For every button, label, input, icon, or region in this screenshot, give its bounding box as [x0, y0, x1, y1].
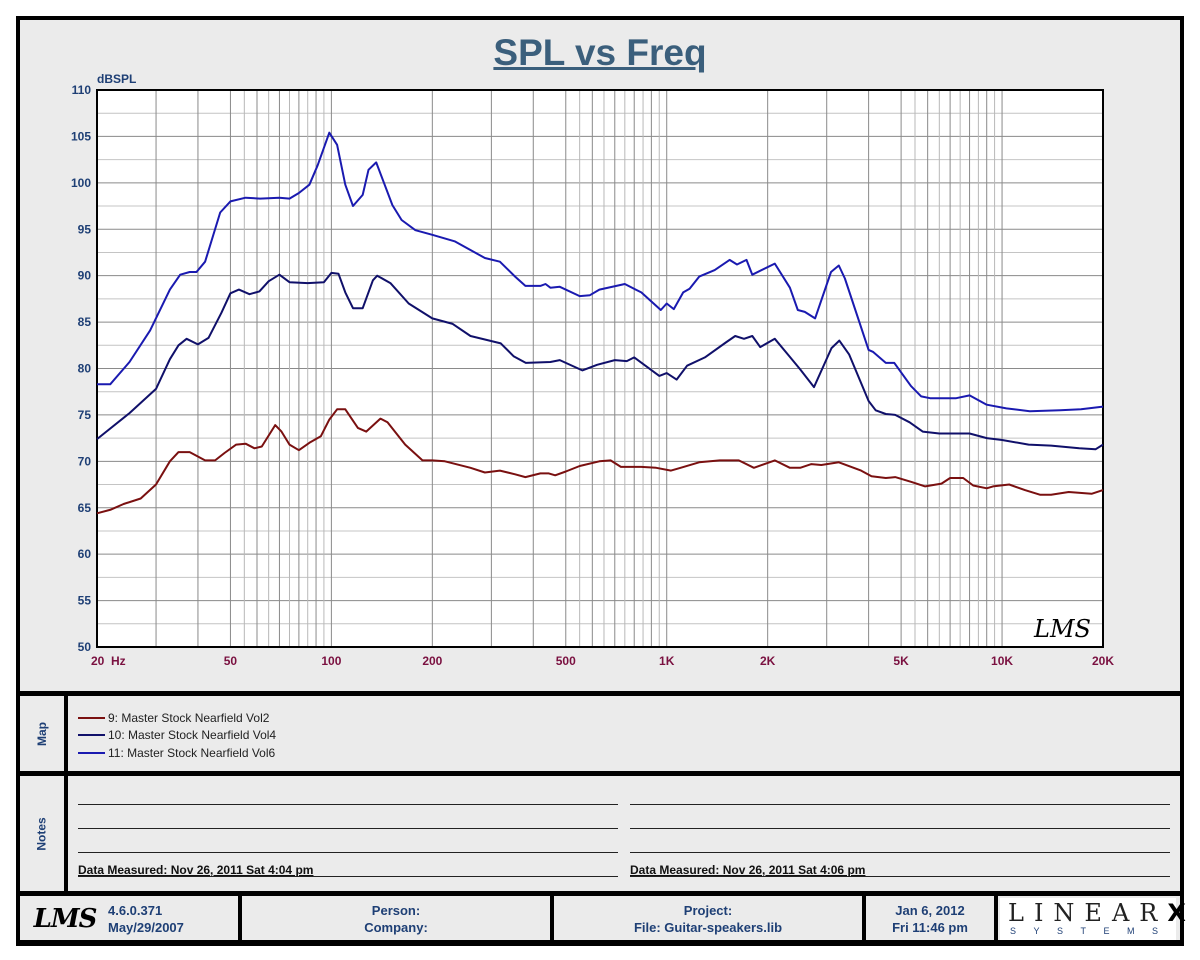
- map-side-label: Map: [20, 696, 64, 772]
- y-tick-label: 65: [78, 501, 92, 515]
- x-tick-label: 500: [556, 654, 576, 668]
- divider: [64, 696, 68, 772]
- data-measured-left: Data Measured: Nov 26, 2011 Sat 4:04 pm: [78, 863, 314, 877]
- legend-item: 9: Master Stock Nearfield Vol2: [78, 709, 276, 727]
- legend-swatch: [78, 716, 105, 719]
- legend: 9: Master Stock Nearfield Vol2 10: Master…: [78, 709, 276, 762]
- note-line: [630, 828, 1170, 829]
- date-block: Jan 6, 2012 Fri 11:46 pm: [866, 898, 994, 940]
- version-block: 4.6.0.371 May/29/2007: [108, 898, 228, 940]
- person-block: Person: Company:: [242, 898, 550, 940]
- y-tick-label: 95: [78, 222, 92, 236]
- x-tick-label: 1K: [659, 654, 675, 668]
- divider: [862, 896, 866, 942]
- person-label: Person:: [371, 903, 421, 918]
- legend-item: 11: Master Stock Nearfield Vol6: [78, 744, 276, 762]
- y-tick-label: 70: [78, 454, 92, 468]
- note-line: [78, 804, 618, 805]
- y-tick-label: 105: [71, 129, 91, 143]
- x-tick-label: 50: [224, 654, 238, 668]
- note-line: [630, 852, 1170, 853]
- legend-label: 11: Master Stock Nearfield Vol6: [108, 745, 276, 760]
- x-tick-label: 200: [422, 654, 442, 668]
- legend-label: 10: Master Stock Nearfield Vol4: [108, 728, 277, 743]
- y-tick-label: 85: [78, 315, 92, 329]
- project-block: Project: File: Guitar-speakers.lib: [554, 898, 862, 940]
- legend-swatch: [78, 734, 105, 737]
- brand-x: X: [1167, 899, 1196, 927]
- version-date: May/29/2007: [108, 920, 184, 935]
- legend-item: 10: Master Stock Nearfield Vol4: [78, 727, 276, 745]
- y-axis-label: dBSPL: [97, 72, 136, 86]
- lms-logo-text: LMS: [33, 903, 98, 934]
- divider: [550, 896, 554, 942]
- x-tick-label: 20K: [1092, 654, 1114, 668]
- x-tick-label: 10K: [991, 654, 1013, 668]
- series-line-1: [96, 408, 1104, 515]
- legend-swatch: [78, 751, 105, 754]
- brand-sub: SYSTEMS: [1010, 926, 1176, 936]
- x-tick-label: 2K: [760, 654, 776, 668]
- chart-title: SPL vs Freq: [493, 32, 707, 73]
- plot-border: [96, 89, 1104, 648]
- lms-watermark: LMS: [1033, 615, 1091, 643]
- version: 4.6.0.371: [108, 903, 163, 918]
- note-line: [630, 804, 1170, 805]
- note-line: [630, 876, 1170, 877]
- divider: [16, 940, 1184, 945]
- y-tick-label: 80: [78, 362, 92, 376]
- linearx-logo: LINEARX SYSTEMS: [1000, 898, 1186, 940]
- y-tick-label: 90: [78, 269, 92, 283]
- brand-text: LINEAR: [1008, 899, 1168, 927]
- series-line-2: [96, 271, 1104, 451]
- y-tick-label: 55: [78, 594, 92, 608]
- note-line: [78, 876, 618, 877]
- y-tick-label: 100: [71, 176, 91, 190]
- series-line-3: [97, 131, 1104, 413]
- y-tick-label: 50: [78, 640, 92, 654]
- divider: [238, 896, 242, 942]
- divider: [16, 691, 1184, 696]
- data-measured-right: Data Measured: Nov 26, 2011 Sat 4:06 pm: [630, 863, 866, 877]
- divider: [16, 771, 1184, 776]
- divider: [994, 896, 998, 942]
- file-name: File: Guitar-speakers.lib: [633, 920, 783, 935]
- note-line: [78, 828, 618, 829]
- divider: [16, 891, 1184, 896]
- company-label: Company:: [364, 920, 428, 935]
- x-tick-label: 5K: [893, 654, 909, 668]
- y-tick-label: 110: [72, 83, 92, 97]
- report-time: Fri 11:46 pm: [892, 920, 968, 935]
- map-label: Map: [35, 722, 49, 746]
- divider: [64, 776, 68, 892]
- legend-label: 9: Master Stock Nearfield Vol2: [108, 710, 270, 725]
- x-tick-label: 100: [321, 654, 341, 668]
- report-date: Jan 6, 2012: [895, 903, 965, 918]
- note-line: [78, 852, 618, 853]
- notes-label: Notes: [35, 817, 49, 851]
- project-label: Project:: [683, 903, 733, 918]
- y-tick-label: 75: [78, 408, 92, 422]
- x-tick-label: 20 Hz: [91, 654, 126, 668]
- lms-logo: LMS: [30, 898, 100, 940]
- notes-side-label: Notes: [20, 776, 64, 892]
- y-tick-label: 60: [78, 547, 92, 561]
